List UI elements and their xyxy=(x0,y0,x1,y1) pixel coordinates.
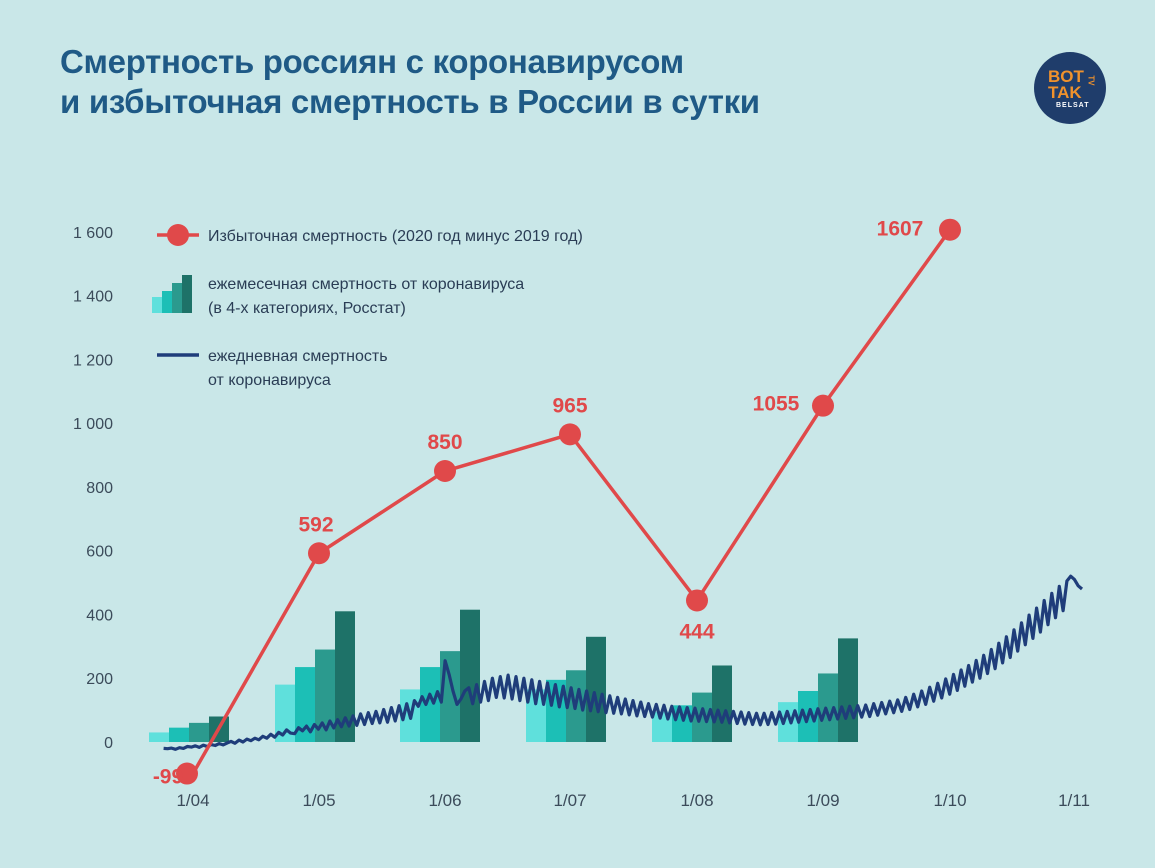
excess-point xyxy=(812,394,834,417)
legend-monthly-swatch xyxy=(162,291,172,313)
excess-point xyxy=(434,460,456,483)
monthly-bar xyxy=(275,684,295,742)
monthly-bar xyxy=(295,667,315,742)
legend-daily-text-1: ежедневная смертность xyxy=(208,348,388,365)
excess-point xyxy=(559,423,581,446)
excess-point xyxy=(176,762,198,785)
daily-series xyxy=(163,574,1084,751)
daily-line xyxy=(163,574,1084,751)
excess-point xyxy=(686,589,708,612)
y-axis: 0 200 400 600 800 1 000 1 200 1 400 1 600 xyxy=(73,225,113,752)
logo-sub: BELSAT xyxy=(1056,102,1090,109)
excess-data-label: 444 xyxy=(679,620,714,643)
legend-monthly-text-2: (в 4-х категориях, Росстат) xyxy=(208,300,406,317)
excess-point xyxy=(939,218,961,241)
chart-title-line-1: Смертность россиян с коронавирусом xyxy=(60,43,684,80)
monthly-bar xyxy=(420,667,440,742)
y-tick-label: 800 xyxy=(86,480,113,497)
y-tick-label: 400 xyxy=(86,607,113,624)
x-tick-label: 1/07 xyxy=(553,791,586,810)
x-tick-label: 1/08 xyxy=(680,791,713,810)
monthly-bar xyxy=(149,732,169,742)
x-tick-label: 1/10 xyxy=(933,791,966,810)
monthly-bar xyxy=(712,665,732,742)
excess-data-label: 850 xyxy=(427,431,462,454)
monthly-bar xyxy=(818,673,838,742)
x-tick-label: 1/06 xyxy=(428,791,461,810)
excess-data-label: 965 xyxy=(552,394,587,417)
chart-title-line-2: и избыточная смертность в России в сутки xyxy=(60,83,760,120)
excess-series: -99 592 850 965 444 1055 1607 xyxy=(153,218,961,789)
x-tick-label: 1/09 xyxy=(806,791,839,810)
legend-monthly-text-1: ежемесечная смертность от коронавируса xyxy=(208,276,524,293)
monthly-bar xyxy=(692,692,712,742)
monthly-bar xyxy=(189,722,209,742)
excess-data-label: -99 xyxy=(153,766,183,789)
excess-point xyxy=(308,542,330,565)
excess-data-label: 592 xyxy=(298,513,333,536)
chart-title: Смертность россиян с коронавирусом и изб… xyxy=(60,42,760,122)
x-axis: 1/04 1/05 1/06 1/07 1/08 1/09 1/10 1/11 xyxy=(176,791,1089,810)
monthly-bar xyxy=(778,702,798,742)
y-tick-label: 1 200 xyxy=(73,352,113,369)
logo-line-1: BOT xyxy=(1048,67,1084,86)
y-tick-label: 1 000 xyxy=(73,416,113,433)
legend-monthly-swatch xyxy=(182,275,192,313)
legend-monthly-swatch xyxy=(152,297,162,313)
x-tick-label: 1/11 xyxy=(1058,791,1090,810)
monthly-bar xyxy=(526,689,546,742)
legend-excess-text: Избыточная смертность (2020 год минус 20… xyxy=(208,228,583,245)
y-tick-label: 1 400 xyxy=(73,289,113,306)
x-tick-label: 1/05 xyxy=(302,791,335,810)
logo-line-2: TAK xyxy=(1048,83,1082,102)
monthly-bar xyxy=(315,649,335,742)
logo: BOT TAK TV BELSAT xyxy=(1034,52,1106,124)
monthly-bar xyxy=(460,609,480,742)
monthly-bar xyxy=(169,727,189,742)
legend-excess-marker xyxy=(167,224,189,246)
monthly-bar xyxy=(838,638,858,742)
monthly-bar xyxy=(586,636,606,742)
monthly-bar xyxy=(335,611,355,742)
y-tick-label: 200 xyxy=(86,671,113,688)
legend: Избыточная смертность (2020 год минус 20… xyxy=(152,224,583,389)
excess-data-label: 1607 xyxy=(877,218,924,241)
excess-data-label: 1055 xyxy=(753,393,800,416)
x-tick-label: 1/04 xyxy=(176,791,209,810)
legend-monthly-swatch xyxy=(172,283,182,313)
y-tick-label: 1 600 xyxy=(73,225,113,242)
y-tick-label: 0 xyxy=(104,735,113,752)
y-tick-label: 600 xyxy=(86,544,113,561)
legend-daily-text-2: от коронавируса xyxy=(208,372,331,389)
